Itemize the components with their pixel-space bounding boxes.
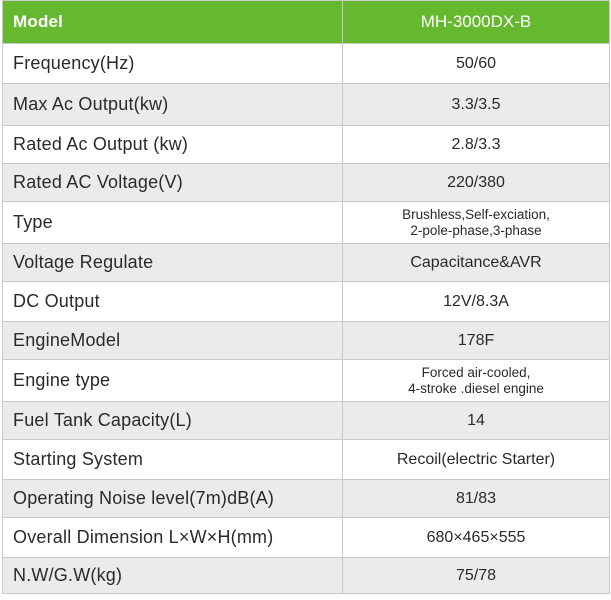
spec-row: Starting System Recoil(electric Starter) <box>2 439 610 480</box>
spec-value: 680×465×555 <box>342 517 610 558</box>
spec-value: 75/78 <box>342 557 610 594</box>
spec-value: 220/380 <box>342 163 610 202</box>
spec-value-line: Forced air-cooled, <box>421 364 531 380</box>
spec-value: 50/60 <box>342 43 610 84</box>
spec-row: Type Brushless,Self-exciation, 2-pole-phas… <box>2 201 610 244</box>
spec-row: Operating Noise level(7m)dB(A) 81/83 <box>2 479 610 518</box>
spec-value: 178F <box>342 321 610 360</box>
spec-value: Capacitance&AVR <box>342 243 610 282</box>
spec-value: 12V/8.3A <box>342 281 610 322</box>
spec-value-line: Brushless,Self-exciation, <box>402 206 550 222</box>
header-label: Model <box>2 0 343 44</box>
spec-row: Max Ac Output(kw) 3.3/3.5 <box>2 83 610 126</box>
spec-row: Engine type Forced air-cooled, 4-stroke .d… <box>2 359 610 402</box>
spec-value-line: 2-pole-phase,3-phase <box>410 222 542 238</box>
spec-row: Voltage Regulate Capacitance&AVR <box>2 243 610 282</box>
spec-value: 81/83 <box>342 479 610 518</box>
spec-value: Recoil(electric Starter) <box>342 439 610 480</box>
spec-row: Overall Dimension L×W×H(mm) 680×465×555 <box>2 517 610 558</box>
header-row: Model MH-3000DX-B <box>2 0 610 44</box>
spec-label: EngineModel <box>2 321 343 360</box>
spec-label: Type <box>2 201 343 244</box>
spec-row: Frequency(Hz) 50/60 <box>2 43 610 84</box>
spec-row: Rated AC Voltage(V) 220/380 <box>2 163 610 202</box>
spec-label: Rated AC Voltage(V) <box>2 163 343 202</box>
spec-row: DC Output 12V/8.3A <box>2 281 610 322</box>
spec-row: N.W/G.W(kg) 75/78 <box>2 557 610 594</box>
spec-label: Voltage Regulate <box>2 243 343 282</box>
spec-label: Max Ac Output(kw) <box>2 83 343 126</box>
spec-value: Forced air-cooled, 4-stroke .diesel engin… <box>342 359 610 402</box>
spec-label: Frequency(Hz) <box>2 43 343 84</box>
spec-label: Operating Noise level(7m)dB(A) <box>2 479 343 518</box>
spec-value: 3.3/3.5 <box>342 83 610 126</box>
spec-value: 2.8/3.3 <box>342 125 610 164</box>
spec-value: 14 <box>342 401 610 440</box>
spec-row: Fuel Tank Capacity(L) 14 <box>2 401 610 440</box>
spec-label: Starting System <box>2 439 343 480</box>
spec-row: Rated Ac Output (kw) 2.8/3.3 <box>2 125 610 164</box>
spec-label: DC Output <box>2 281 343 322</box>
spec-label: Rated Ac Output (kw) <box>2 125 343 164</box>
header-value: MH-3000DX-B <box>342 0 610 44</box>
spec-value: Brushless,Self-exciation, 2-pole-phase,3-… <box>342 201 610 244</box>
spec-label: Fuel Tank Capacity(L) <box>2 401 343 440</box>
spec-label: Overall Dimension L×W×H(mm) <box>2 517 343 558</box>
spec-value-line: 4-stroke .diesel engine <box>408 380 544 396</box>
spec-label: N.W/G.W(kg) <box>2 557 343 594</box>
spec-label: Engine type <box>2 359 343 402</box>
spec-row: EngineModel 178F <box>2 321 610 360</box>
